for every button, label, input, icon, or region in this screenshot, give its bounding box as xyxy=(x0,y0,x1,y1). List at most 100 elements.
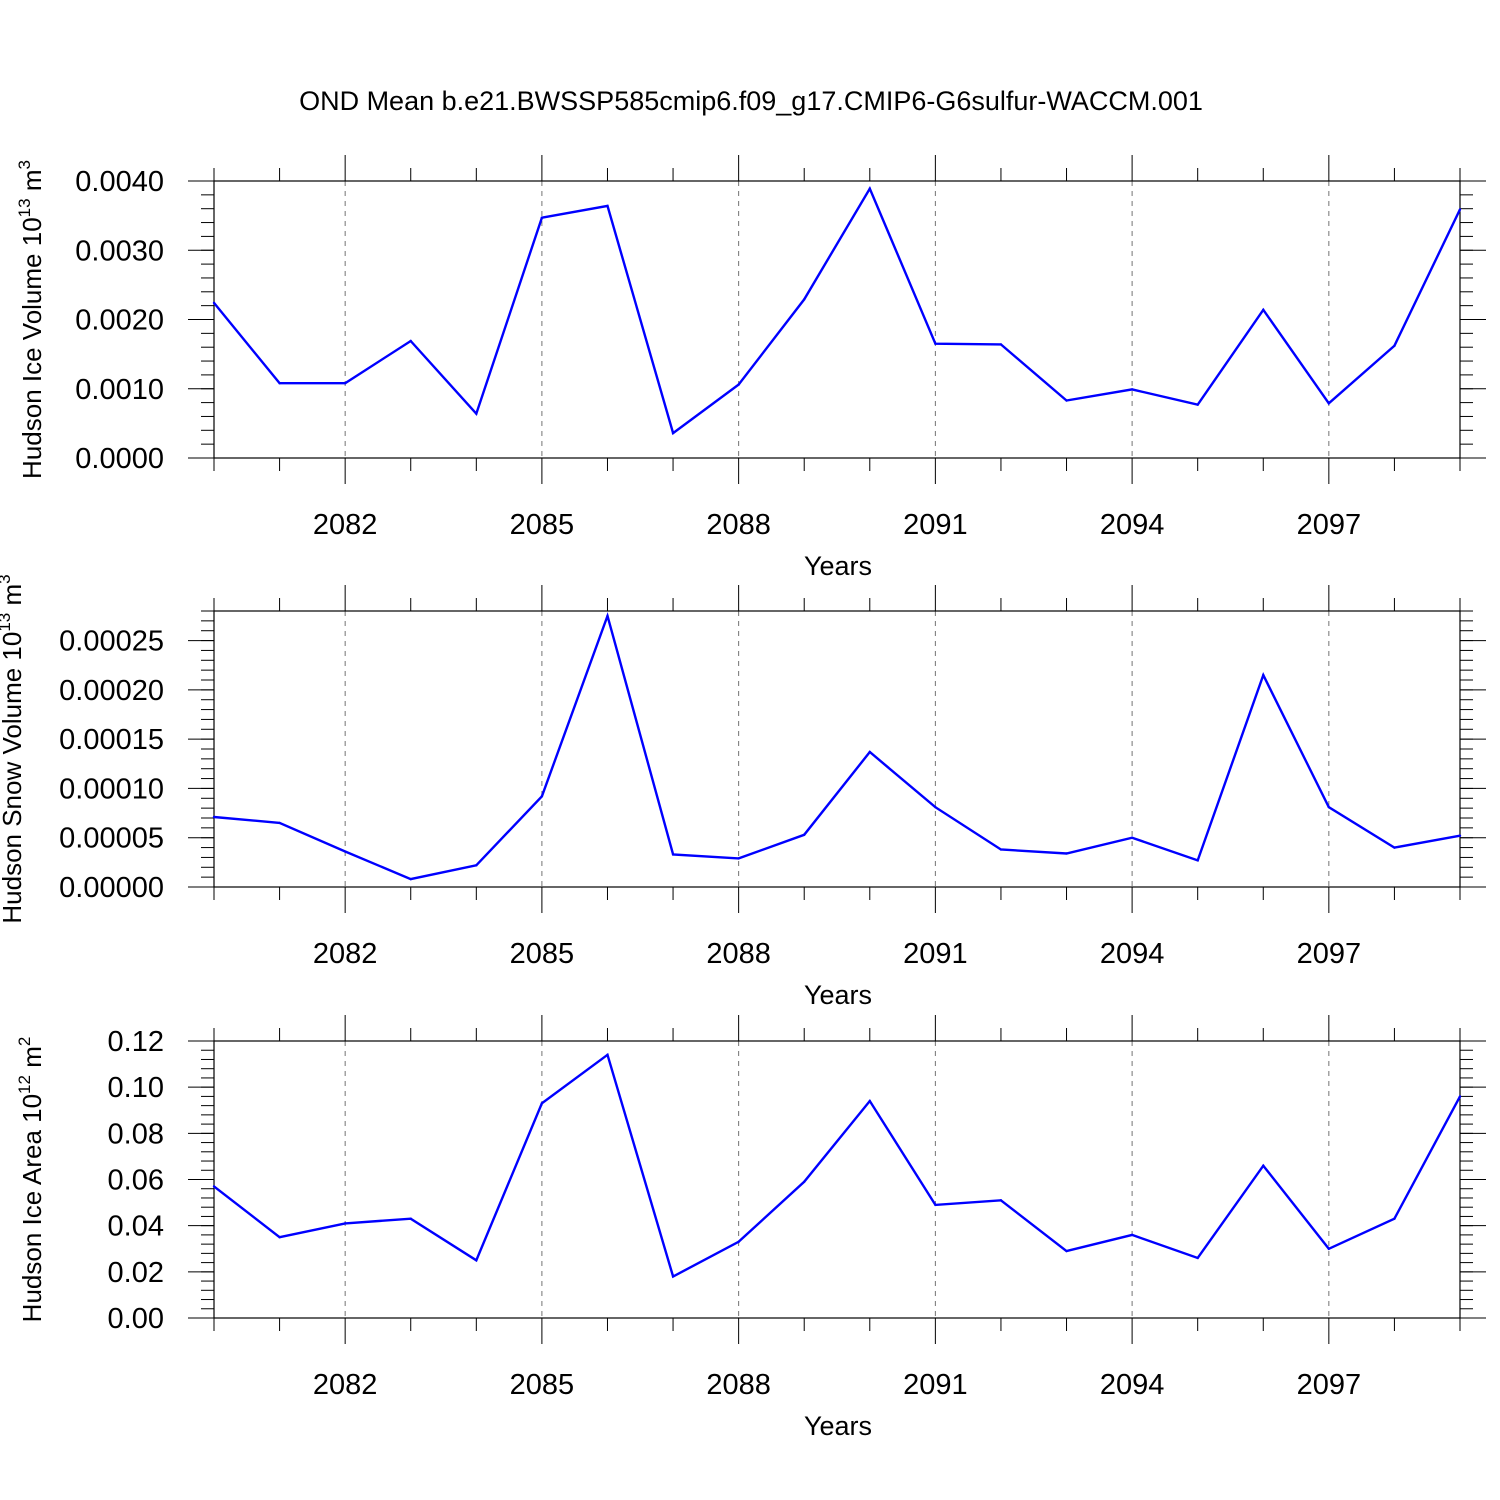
data-point xyxy=(475,412,478,415)
x-tick-label: 2088 xyxy=(706,1369,771,1401)
data-point xyxy=(278,382,281,385)
y-tick-label: 0.00000 xyxy=(59,872,164,904)
data-point xyxy=(737,383,740,386)
data-point xyxy=(278,1236,281,1239)
x-tick-label: 2082 xyxy=(313,938,378,970)
x-tick-label: 2094 xyxy=(1100,509,1165,541)
x-tick-label: 2094 xyxy=(1100,938,1165,970)
data-point xyxy=(212,301,216,305)
y-tick-label: 0.06 xyxy=(108,1165,164,1197)
series-line xyxy=(213,611,1461,881)
data-point xyxy=(1393,846,1396,849)
chart-panels: 2082 2085 2088 2091 2094 2097Years0.00000.001… xyxy=(0,155,1486,1441)
x-tick-label: 2085 xyxy=(510,938,575,970)
data-point xyxy=(1196,859,1199,862)
x-axis-label: Years xyxy=(804,980,872,1010)
data-point xyxy=(999,343,1003,346)
y-tick-label: 0.08 xyxy=(108,1118,164,1150)
data-point xyxy=(343,1222,347,1225)
data-point xyxy=(212,815,216,819)
y-axis-label: Hudson Ice Area 1012 m2 xyxy=(15,1037,47,1323)
data-point xyxy=(1458,1095,1462,1098)
y-tick-label: 0.0030 xyxy=(75,235,164,267)
data-point xyxy=(606,1053,609,1057)
x-tick-label: 2094 xyxy=(1100,1369,1165,1401)
panel-3: 2082 2085 2088 2091 2094 2097 Years 0.00 0.02 0.0… xyxy=(15,1015,1486,1441)
series-line xyxy=(213,185,1462,436)
y-tick-label: 0.0010 xyxy=(75,374,164,406)
y-axis-label: Hudson Snow Volume 1013 m3 xyxy=(0,574,27,923)
data-point xyxy=(1262,1164,1265,1167)
y-tick-label: 0.00020 xyxy=(59,675,164,707)
y-tick-label: 0.0020 xyxy=(75,305,164,337)
data-point xyxy=(606,614,609,618)
y-axis-label-unit: m xyxy=(0,584,27,613)
data-point xyxy=(934,805,937,809)
y-axis-label-unit-exponent: 3 xyxy=(15,160,34,169)
data-point xyxy=(475,1259,478,1262)
y-axis-label-unit-exponent: 2 xyxy=(15,1037,34,1046)
data-point xyxy=(1196,403,1199,406)
data-point xyxy=(1327,402,1331,405)
data-point xyxy=(934,1203,937,1207)
data-point xyxy=(1065,399,1068,402)
data-point xyxy=(868,1099,871,1103)
x-tick-label: 2091 xyxy=(903,1369,968,1401)
y-tick-label: 0.04 xyxy=(108,1211,164,1243)
data-point xyxy=(671,1275,675,1278)
data-point xyxy=(1130,388,1134,391)
y-axis-label: Hudson Ice Volume 1013 m3 xyxy=(15,160,47,479)
y-axis-label-text: Hudson Snow Volume 10 xyxy=(0,632,27,924)
data-point xyxy=(737,1240,740,1244)
y-tick-label: 0.00 xyxy=(108,1303,164,1335)
y-tick-label: 0.10 xyxy=(108,1072,164,1104)
data-point xyxy=(1130,836,1134,839)
data-point xyxy=(1327,805,1331,809)
data-point xyxy=(868,187,871,190)
data-point xyxy=(278,821,281,825)
y-axis-label-unit-exponent: 3 xyxy=(0,574,14,583)
x-tick-label: 2088 xyxy=(706,509,771,541)
data-point xyxy=(868,750,871,754)
data-point xyxy=(1262,308,1265,312)
data-point xyxy=(1458,834,1462,837)
data-point xyxy=(671,853,675,856)
x-tick-label: 2091 xyxy=(903,938,968,970)
y-tick-label: 0.12 xyxy=(108,1026,164,1058)
data-point xyxy=(1196,1256,1199,1260)
data-point xyxy=(540,1102,544,1105)
y-tick-label: 0.00025 xyxy=(59,626,164,658)
chart-title: OND Mean b.e21.BWSSP585cmip6.f09_g17.CMI… xyxy=(299,86,1203,116)
y-axis-label-text: Hudson Ice Area 10 xyxy=(17,1094,47,1322)
x-tick-label: 2097 xyxy=(1297,938,1362,970)
data-point xyxy=(540,216,544,219)
x-tick-label: 2082 xyxy=(313,509,378,541)
y-axis-label-unit: m xyxy=(17,170,47,199)
data-point xyxy=(540,795,544,798)
data-point xyxy=(409,1217,412,1220)
x-tick-label: 2088 xyxy=(706,938,771,970)
x-tick-label: 2097 xyxy=(1297,1369,1362,1401)
data-point xyxy=(409,877,412,881)
data-point xyxy=(475,864,478,867)
data-point xyxy=(671,431,675,435)
data-point xyxy=(737,857,740,860)
y-tick-label: 0.0000 xyxy=(75,443,164,475)
y-tick-label: 0.0040 xyxy=(75,166,164,198)
data-point xyxy=(999,848,1003,851)
data-point xyxy=(934,342,937,345)
data-point xyxy=(1393,344,1396,348)
data-point xyxy=(1130,1233,1134,1237)
data-point xyxy=(1065,852,1068,855)
data-point xyxy=(606,204,609,208)
data-point xyxy=(409,339,412,343)
y-tick-label: 0.00010 xyxy=(59,773,164,805)
data-point xyxy=(212,1185,216,1188)
data-point xyxy=(1327,1247,1331,1250)
data-point xyxy=(1262,673,1265,677)
x-tick-label: 2082 xyxy=(313,1369,378,1401)
data-point xyxy=(1065,1249,1068,1253)
y-axis-label-exponent: 13 xyxy=(15,198,34,217)
y-tick-label: 0.00015 xyxy=(59,724,164,756)
